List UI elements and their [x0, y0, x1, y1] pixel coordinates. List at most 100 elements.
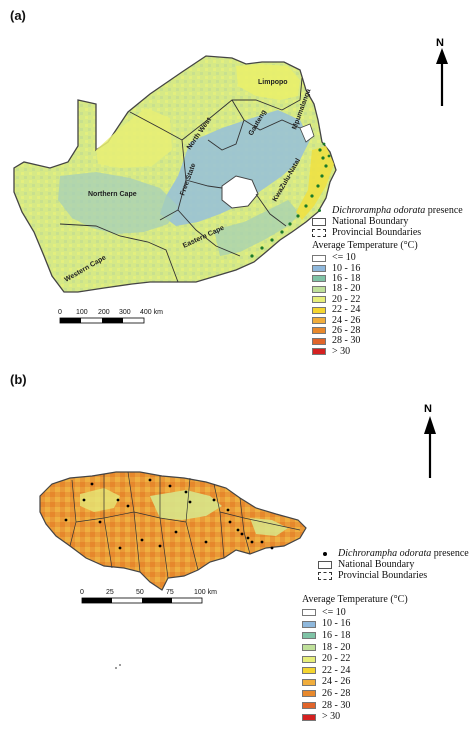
- legend-b-class-label-8: 28 - 30: [322, 699, 351, 711]
- legend-a-class-label-0: <= 10: [332, 252, 356, 264]
- legend-b-swatch-1: [302, 620, 316, 628]
- legend-b: Dichrorampha odorata presence National B…: [318, 548, 469, 581]
- scale-b-tick-3: 75: [166, 589, 174, 596]
- legend-a-class-label-8: 28 - 30: [332, 335, 361, 347]
- legend-b-swatch-5: [302, 667, 316, 675]
- scale-a-tick-4: 400 km: [140, 309, 163, 316]
- presence-dots-jm: [64, 478, 274, 550]
- legend-a-swatch-0: [312, 254, 326, 262]
- legend-a-class-7: 26 - 28: [312, 324, 463, 336]
- scale-a-tick-0: 0: [58, 309, 62, 316]
- presence-dots-sa: [250, 142, 331, 258]
- scale-b-tick-0: 0: [80, 589, 84, 596]
- panel-b-label: (b): [10, 372, 27, 387]
- legend-b-class-0: <= 10: [302, 607, 408, 619]
- legend-b-class-5: 22 - 24: [302, 665, 408, 677]
- legend-a-class-5: 22 - 24: [312, 305, 463, 315]
- legend-a-classes: <= 10 10 - 16 16 - 18 18 - 20 20 - 22 22 - 24…: [312, 253, 463, 357]
- panel-a-label: (a): [10, 8, 26, 23]
- legend-b-provincial: Provincial Boundaries: [318, 570, 469, 581]
- north-arrow-a: [436, 48, 448, 106]
- legend-b-swatch-6: [302, 678, 316, 686]
- scale-b-tick-4: 100 km: [194, 589, 217, 596]
- legend-a-class-4: 20 - 22: [312, 293, 463, 305]
- legend-a-class-label-4: 20 - 22: [332, 293, 361, 305]
- legend-a-swatch-4: [312, 296, 326, 304]
- legend-b-class-8: 28 - 30: [302, 700, 408, 712]
- legend-b-class-4: 20 - 22: [302, 653, 408, 665]
- warm-zone-limpopo: [236, 64, 300, 100]
- cool-patch-west: [80, 488, 120, 512]
- legend-b-species: Dichrorampha odorata: [338, 547, 432, 559]
- legend-b-swatch-4: [302, 655, 316, 663]
- label-northern-cape: Northern Cape: [88, 191, 137, 198]
- legend-a-presence-suffix: presence: [427, 204, 463, 216]
- legend-a-swatch-3: [312, 285, 326, 293]
- north-label-b: N: [424, 403, 432, 415]
- scale-bar-b: [81, 597, 203, 604]
- parish-boundaries: [69, 471, 301, 579]
- cool-zone-highveld: [160, 110, 310, 226]
- north-arrow-b: [424, 416, 436, 478]
- jamaica-map: N 0 25 50 75 100 km: [39, 403, 436, 669]
- legend-a-class-label-1: 10 - 16: [332, 262, 361, 274]
- legend-b-class-label-4: 20 - 22: [322, 653, 351, 665]
- legend-b-class-label-0: <= 10: [322, 606, 346, 618]
- label-limpopo: Limpopo: [258, 79, 288, 86]
- legend-a-class-label-5: 22 - 24: [332, 304, 361, 316]
- legend-a-species: Dichrorampha odorata: [332, 204, 426, 216]
- cool-patch-central: [150, 490, 222, 520]
- legend-a-national: National Boundary: [312, 216, 463, 227]
- legend-b-swatch-8: [302, 702, 316, 710]
- legend-b-class-label-7: 26 - 28: [322, 687, 351, 699]
- legend-b-class-label-3: 18 - 20: [322, 641, 351, 653]
- south-africa-map: Limpopo Mpumalanga North West Gauteng No…: [13, 37, 448, 324]
- warm-zone-northern-cape: [96, 108, 172, 168]
- scale-a-tick-2: 200: [98, 309, 110, 316]
- scale-bar-a: [59, 317, 145, 324]
- legend-a-class-label-2: 16 - 18: [332, 272, 361, 284]
- scale-b-tick-1: 25: [106, 589, 114, 596]
- legend-b-class-3: 18 - 20: [302, 642, 408, 654]
- legend-b-classes: <= 10 10 - 16 16 - 18 18 - 20 20 - 22 22 - 24…: [302, 607, 408, 723]
- legend-b-presence: Dichrorampha odorata presence: [318, 548, 469, 559]
- scale-a-tick-3: 300: [119, 309, 131, 316]
- legend-b-presence-suffix: presence: [433, 547, 469, 559]
- stray-marks: [115, 664, 121, 669]
- legend-a-presence: Dichrorampha odorata presence: [312, 205, 463, 216]
- warm-zone-kzn-coast: [296, 146, 334, 220]
- legend-a-class-label-7: 26 - 28: [332, 324, 361, 336]
- legend-b-class-label-2: 16 - 18: [322, 629, 351, 641]
- lesotho: [221, 175, 259, 209]
- legend-b-temperature: Average Temperature (°C) <= 10 10 - 16 16 …: [302, 592, 408, 723]
- legend-a-class-label-6: 24 - 26: [332, 314, 361, 326]
- legend-b-title: Average Temperature (°C): [302, 594, 408, 605]
- legend-a-title: Average Temperature (°C): [312, 240, 418, 251]
- cool-zone-east: [214, 200, 300, 256]
- legend-a: Dichrorampha odorata presence National B…: [312, 205, 463, 357]
- legend-a-swatch-8: [312, 337, 326, 345]
- legend-b-class-9: > 30: [302, 711, 408, 723]
- legend-b-class-7: 26 - 28: [302, 688, 408, 700]
- legend-a-class-0: <= 10: [312, 253, 463, 263]
- legend-b-swatch-2: [302, 632, 316, 640]
- cool-zone-karoo: [58, 172, 178, 234]
- provincial-boundaries: [59, 77, 303, 283]
- legend-a-swatch-2: [312, 275, 326, 283]
- scale-b-tick-2: 50: [136, 589, 144, 596]
- legend-a-class-9: > 30: [312, 346, 463, 357]
- legend-a-class-2: 16 - 18: [312, 272, 463, 284]
- legend-a-class-3: 18 - 20: [312, 284, 463, 294]
- legend-a-class-6: 24 - 26: [312, 315, 463, 325]
- scale-a-tick-1: 100: [76, 309, 88, 316]
- legend-a-provincial: Provincial Boundaries: [312, 227, 463, 238]
- legend-a-class-label-3: 18 - 20: [332, 283, 361, 295]
- legend-b-class-label-1: 10 - 16: [322, 618, 351, 630]
- legend-b-class-6: 24 - 26: [302, 677, 408, 689]
- legend-a-class-1: 10 - 16: [312, 263, 463, 273]
- legend-b-class-label-5: 22 - 24: [322, 664, 351, 676]
- legend-a-class-8: 28 - 30: [312, 336, 463, 346]
- legend-b-swatch-7: [302, 690, 316, 698]
- legend-b-national: National Boundary: [318, 559, 469, 570]
- legend-b-class-2: 16 - 18: [302, 630, 408, 642]
